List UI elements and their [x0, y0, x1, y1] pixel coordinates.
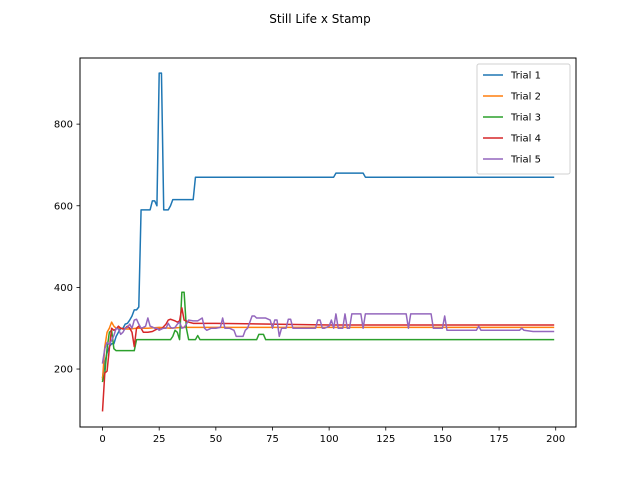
x-tick-label: 200 — [546, 434, 565, 445]
legend-label-trial-3: Trial 3 — [510, 113, 541, 124]
chart-title: Still Life x Stamp — [269, 12, 370, 26]
y-tick-label: 400 — [54, 283, 73, 294]
legend-label-trial-5: Trial 5 — [510, 155, 541, 166]
legend-label-trial-1: Trial 1 — [510, 71, 541, 82]
legend-label-trial-4: Trial 4 — [510, 134, 541, 145]
y-tick-label: 600 — [54, 201, 73, 212]
x-axis: 0 25 50 75 100 125 150 175 200 — [99, 427, 565, 445]
x-tick-label: 50 — [209, 434, 222, 445]
series-line-trial-5 — [101, 313, 555, 364]
x-tick-label: 175 — [490, 434, 509, 445]
legend-label-trial-2: Trial 2 — [510, 92, 541, 103]
series-line-trial-3 — [101, 291, 555, 383]
x-tick-label: 150 — [433, 434, 452, 445]
legend-box — [476, 63, 571, 175]
series-layer — [101, 72, 555, 412]
x-tick-label: 125 — [376, 434, 395, 445]
y-axis: 200 400 600 800 — [54, 120, 80, 376]
x-tick-label: 0 — [99, 434, 105, 445]
plot-frame — [79, 57, 577, 428]
legend: Trial 1 Trial 2 Trial 3 Trial 4 Trial 5 — [476, 63, 571, 175]
y-tick-label: 800 — [54, 120, 73, 131]
x-tick-label: 25 — [153, 434, 166, 445]
y-tick-label: 200 — [54, 365, 73, 376]
x-tick-label: 75 — [266, 434, 279, 445]
x-tick-label: 100 — [320, 434, 339, 445]
